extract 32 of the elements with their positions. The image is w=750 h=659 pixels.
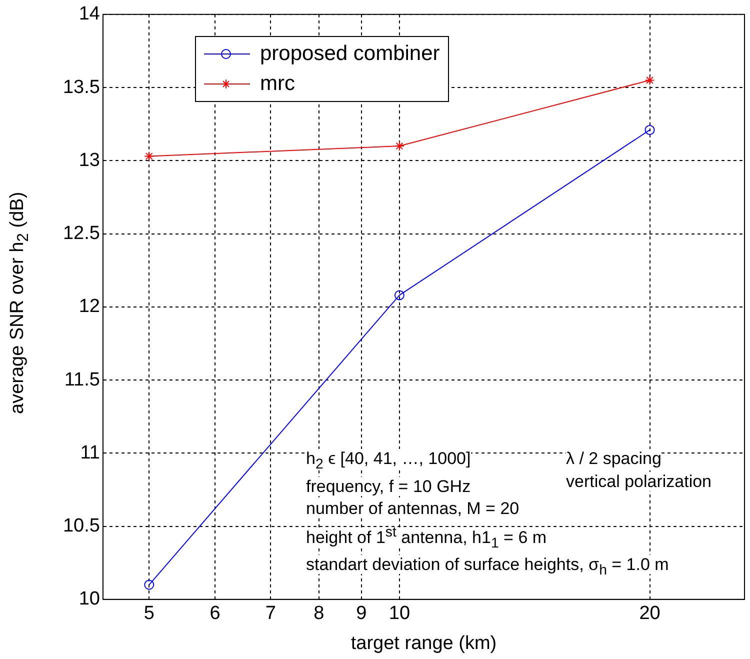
x-tick-label: 5: [144, 603, 154, 624]
x-tick-label: 20: [639, 603, 660, 624]
y-tick-label: 11.5: [64, 369, 100, 390]
y-tick-label: 11: [80, 442, 100, 464]
x-axis-title: target range (km): [350, 632, 497, 654]
y-tick-label: 13: [78, 150, 100, 171]
annotation: vertical polarization: [566, 472, 712, 490]
point: [644, 75, 655, 86]
legend-label: mrc: [260, 72, 295, 96]
annotation: height of 1$^{st}$ antenna, h1$_{1}$ = 6 m: [306, 524, 547, 551]
point: [144, 580, 154, 590]
point: [644, 124, 655, 135]
point: [144, 151, 154, 162]
x-tick-label: 10: [388, 603, 410, 624]
annotation: λ / 2 spacing: [566, 449, 662, 468]
y-tick-label: 13.5: [62, 76, 100, 98]
x-tick-label: 9: [356, 603, 367, 624]
annotation: h$_{2}$ ϵ [40, 41, …, 1000]: [306, 449, 471, 472]
y-tick-label: 14: [78, 4, 100, 25]
legend-label: proposed combiner: [260, 42, 440, 66]
annotation: frequency, f = 10 GHz: [306, 476, 471, 496]
y-tick-label: 10: [78, 588, 100, 610]
x-tick-label: 6: [210, 603, 220, 624]
y-tick-label: 12: [78, 296, 100, 318]
x-tick-label: 8: [314, 603, 324, 624]
y-tick-label: 10.5: [62, 516, 100, 537]
point: [394, 141, 404, 152]
annotation: number of antennas, M = 20: [306, 499, 520, 518]
y-tick-label: 12.5: [62, 223, 100, 244]
point: [394, 290, 404, 300]
x-tick-label: 7: [265, 603, 276, 624]
annotation: standart deviation of surface heights, σ$_{h}$ = 1.0 m: [306, 555, 669, 579]
